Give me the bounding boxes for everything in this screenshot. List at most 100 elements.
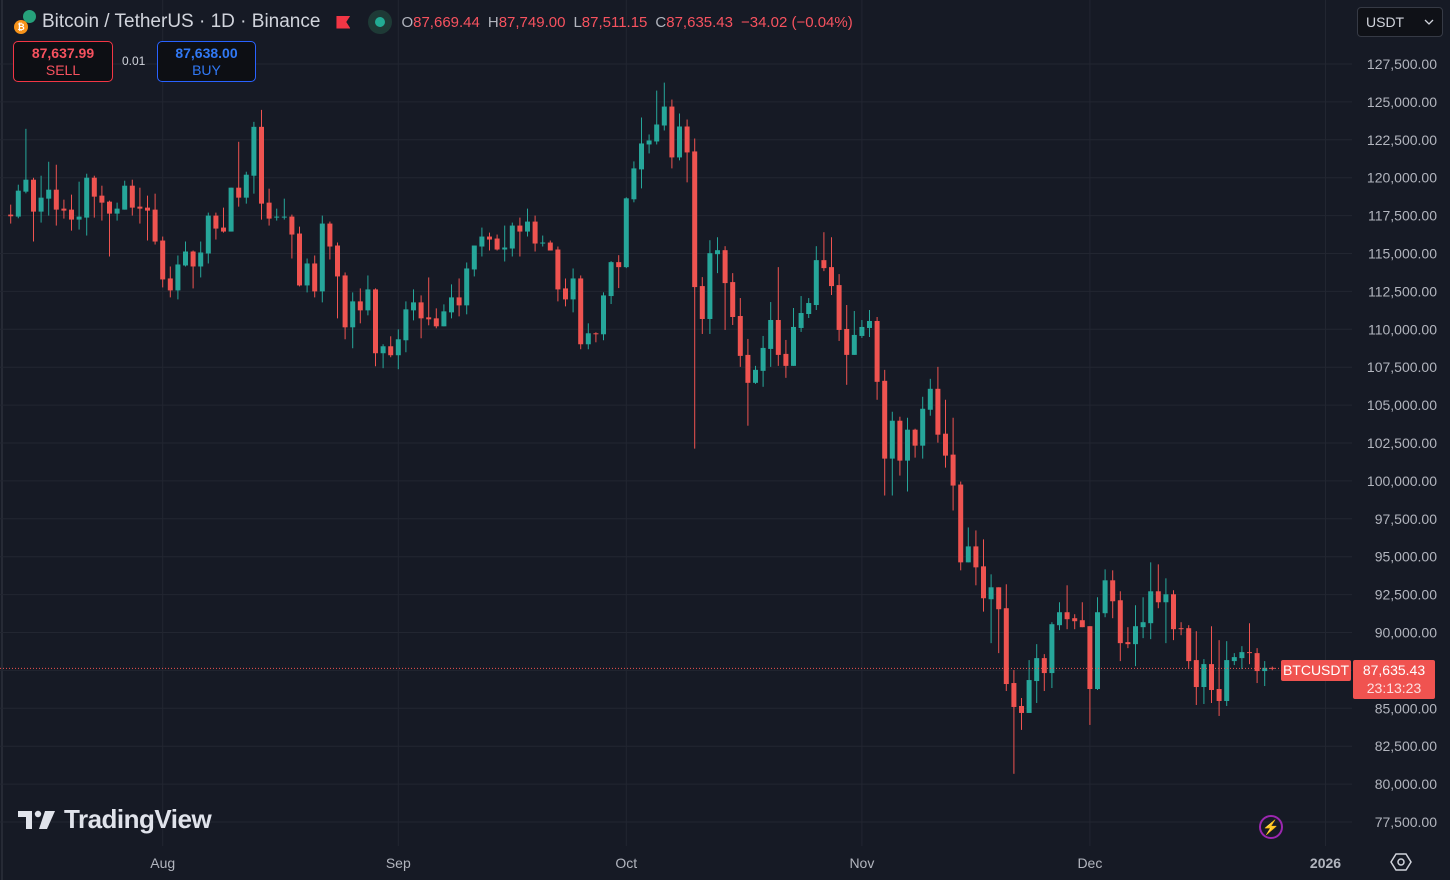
flag-icon[interactable] bbox=[336, 15, 351, 29]
candle-down bbox=[692, 151, 698, 288]
candle-down bbox=[418, 302, 424, 319]
candle-down bbox=[137, 206, 143, 209]
candle-down bbox=[950, 454, 956, 486]
candle-down bbox=[236, 187, 242, 198]
candle-up bbox=[38, 197, 44, 212]
candle-down bbox=[373, 289, 378, 354]
currency-dropdown[interactable]: USDT bbox=[1357, 7, 1443, 37]
y-tick-label: 102,500.00 bbox=[1367, 435, 1437, 451]
candle-down bbox=[1254, 653, 1260, 672]
candle-up bbox=[1133, 626, 1138, 645]
candle-down bbox=[312, 263, 318, 292]
open-label: O bbox=[401, 13, 414, 31]
candle-up bbox=[403, 309, 409, 341]
sell-button[interactable]: 87,637.99 SELL bbox=[13, 41, 113, 82]
candle-up bbox=[122, 185, 128, 210]
buy-button[interactable]: 87,638.00 BUY bbox=[157, 41, 256, 82]
candle-down bbox=[996, 587, 1002, 610]
symbol-title[interactable]: Bitcoin / TetherUS · 1D · Binance bbox=[42, 11, 321, 32]
candle-up bbox=[760, 347, 766, 371]
candle-up bbox=[23, 179, 29, 192]
candle-down bbox=[897, 420, 903, 461]
candle-down bbox=[456, 297, 462, 306]
candle-down bbox=[616, 262, 622, 268]
candle-up bbox=[1224, 660, 1230, 701]
candle-up bbox=[646, 140, 652, 145]
buy-label: BUY bbox=[192, 62, 221, 78]
candle-down bbox=[167, 278, 173, 291]
candle-down bbox=[1079, 620, 1085, 628]
candle-up bbox=[525, 221, 530, 232]
candle-down bbox=[1003, 608, 1009, 685]
candle-down bbox=[1216, 689, 1222, 701]
y-tick-label: 112,500.00 bbox=[1368, 283, 1437, 299]
change-value: −34.02 (−0.04%) bbox=[740, 13, 853, 31]
candle-down bbox=[69, 209, 74, 220]
candle-up bbox=[1163, 594, 1169, 603]
candle-down bbox=[836, 285, 842, 330]
candle-down bbox=[91, 177, 97, 197]
candle-up bbox=[471, 245, 477, 270]
currency-value: USDT bbox=[1366, 14, 1405, 30]
candle-down bbox=[935, 388, 941, 435]
sell-label: SELL bbox=[45, 62, 81, 78]
candle-down bbox=[730, 282, 736, 318]
candle-up bbox=[441, 311, 447, 327]
lightning-icon[interactable]: ⚡ bbox=[1259, 815, 1283, 839]
settings-icon[interactable] bbox=[1390, 851, 1412, 873]
candle-down bbox=[821, 260, 827, 269]
candle-down bbox=[221, 227, 226, 232]
candle-up bbox=[988, 587, 994, 600]
candle-down bbox=[547, 242, 553, 251]
candle-up bbox=[813, 260, 819, 306]
candle-up bbox=[114, 208, 120, 214]
candle-up bbox=[15, 190, 21, 217]
candle-up bbox=[965, 546, 971, 563]
candle-up bbox=[243, 174, 249, 198]
y-tick-label: 127,500.00 bbox=[1367, 56, 1437, 72]
candle-down bbox=[289, 216, 295, 235]
candle-up bbox=[464, 268, 470, 306]
candle-down bbox=[844, 328, 850, 355]
candle-down bbox=[1064, 612, 1070, 620]
candle-up bbox=[654, 124, 660, 142]
candle-up bbox=[677, 126, 682, 158]
candle-down bbox=[335, 245, 340, 277]
candle-down bbox=[494, 238, 500, 250]
candle-up bbox=[281, 216, 287, 218]
candle-down bbox=[1178, 628, 1184, 630]
candle-down bbox=[433, 318, 439, 327]
x-tick-label: 2026 bbox=[1310, 855, 1341, 871]
candle-down bbox=[1247, 652, 1252, 654]
market-open-status-icon bbox=[368, 10, 393, 34]
candle-up bbox=[228, 187, 234, 232]
last-price-value: 87,635.43 bbox=[1362, 662, 1426, 678]
low-value: 87,511.15 bbox=[581, 13, 648, 31]
candle-down bbox=[1171, 594, 1176, 630]
candle-down bbox=[1117, 600, 1123, 644]
tradingview-logo[interactable]: TradingView bbox=[18, 804, 212, 835]
candle-down bbox=[145, 207, 150, 211]
candle-up bbox=[175, 264, 181, 291]
candle-up bbox=[1102, 580, 1108, 614]
candle-down bbox=[563, 288, 568, 300]
ohlc-values: O87,669.44 H87,749.00 L87,511.15 C87,635.43… bbox=[401, 14, 860, 31]
candle-up bbox=[867, 320, 872, 328]
candle-up bbox=[84, 177, 90, 218]
candle-up bbox=[791, 326, 796, 366]
y-tick-label: 125,000.00 bbox=[1367, 94, 1437, 110]
candle-down bbox=[53, 189, 59, 210]
candle-down bbox=[61, 208, 67, 211]
candle-down bbox=[517, 225, 523, 232]
low-label: L bbox=[573, 13, 582, 31]
y-tick-label: 115,000.00 bbox=[1368, 246, 1437, 262]
candle-down bbox=[555, 249, 561, 290]
candle-up bbox=[715, 250, 720, 255]
candle-down bbox=[958, 484, 964, 563]
candle-down bbox=[327, 223, 333, 247]
candle-down bbox=[981, 566, 986, 599]
y-tick-label: 107,500.00 bbox=[1367, 359, 1437, 375]
candle-up bbox=[1034, 658, 1040, 682]
